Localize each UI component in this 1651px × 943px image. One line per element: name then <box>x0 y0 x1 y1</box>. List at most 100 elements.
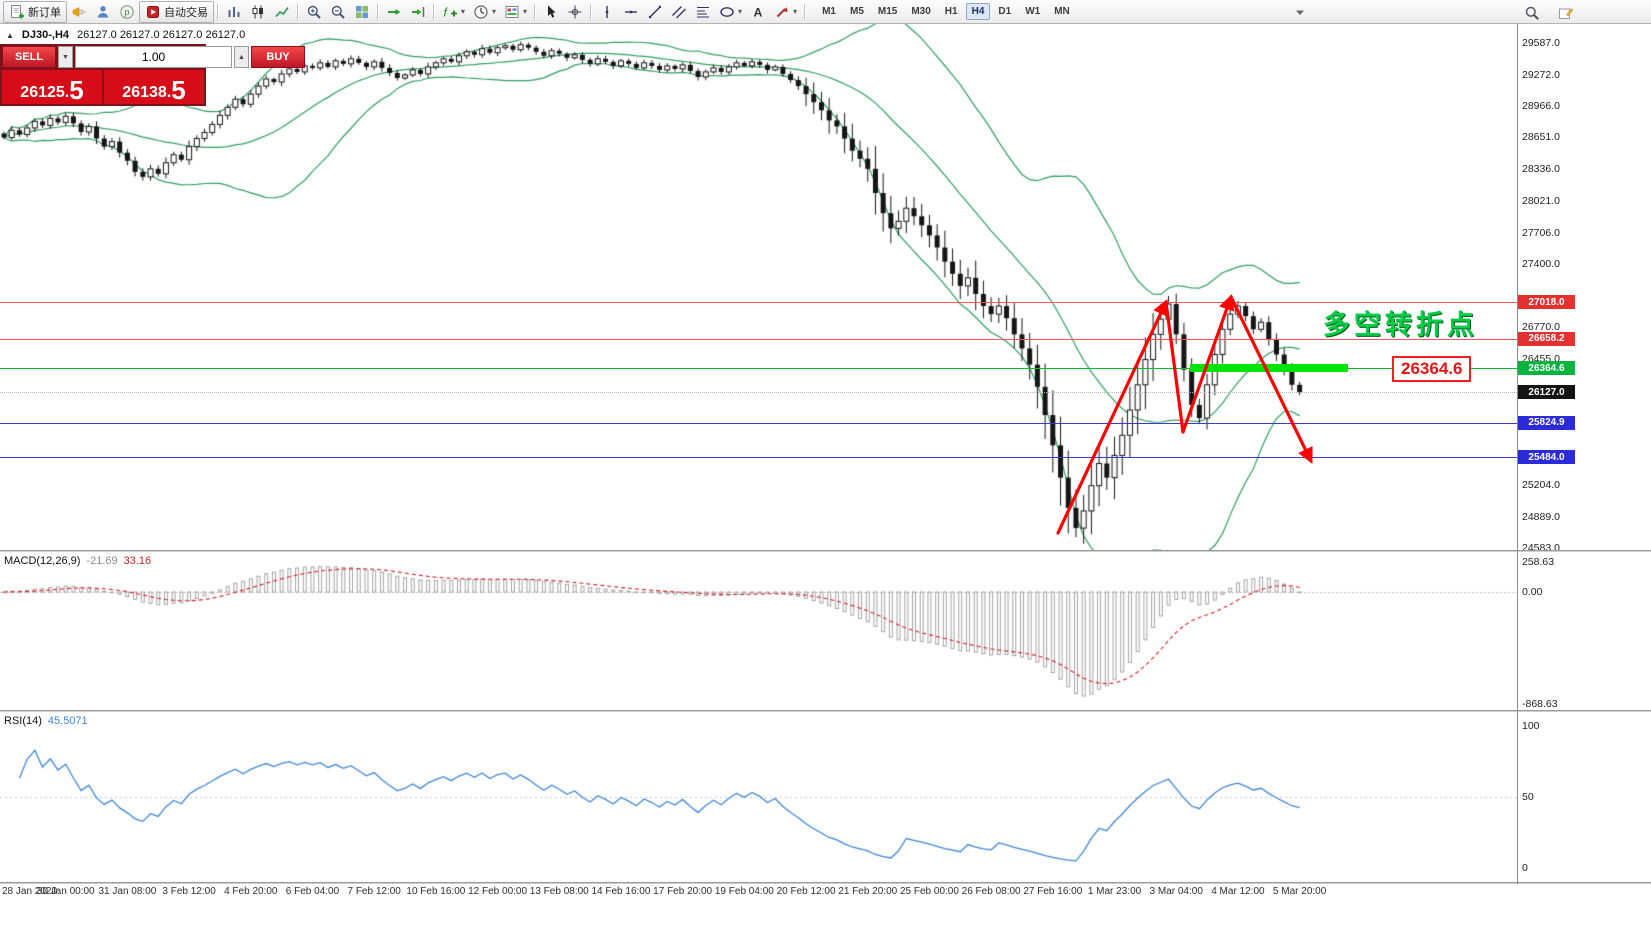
fibonacci-button[interactable] <box>691 1 715 23</box>
autotrading-button[interactable]: 自动交易 <box>139 0 214 23</box>
timeframe-m5[interactable]: M5 <box>849 6 864 17</box>
candlestick-chart-button[interactable] <box>246 1 270 23</box>
tile-windows-button[interactable] <box>350 1 374 23</box>
toolbar-separator <box>804 3 807 20</box>
time-tick: 1 Mar 23:00 <box>1087 886 1142 897</box>
price-tick: 28651.0 <box>1522 131 1560 144</box>
channel-button[interactable] <box>667 1 691 23</box>
timeframe-mn[interactable]: MN <box>1054 6 1070 17</box>
templates-button[interactable]: ▾ <box>500 1 531 23</box>
timeframe-m30[interactable]: M30 <box>911 6 931 17</box>
zoom-out-button[interactable] <box>326 1 350 23</box>
crosshair-button[interactable] <box>563 1 587 23</box>
hline-icon <box>623 4 639 20</box>
turning-point-note: 多空转折点 <box>1323 310 1478 340</box>
timeframe-toolbar: M1 M5 M15 M30 H1 H4 D1 W1 MN <box>815 3 1077 20</box>
community-icon[interactable] <box>91 1 115 23</box>
text-button[interactable]: A <box>746 1 770 23</box>
timeframe-m1[interactable]: M1 <box>822 6 836 17</box>
time-tick: 4 Feb 20:00 <box>224 886 278 897</box>
panel-separator[interactable] <box>0 550 1651 552</box>
panel-separator[interactable] <box>0 710 1651 712</box>
volume-input[interactable] <box>75 46 232 68</box>
toolbar-button-label: 自动交易 <box>164 6 208 19</box>
price-tick: 27706.0 <box>1522 226 1560 239</box>
arrows-tool-button[interactable]: ▾ <box>770 1 801 23</box>
search-button[interactable] <box>1520 2 1544 24</box>
price-tick: 28021.0 <box>1522 195 1560 207</box>
macd-tick: -868.63 <box>1522 698 1558 710</box>
vline-icon <box>599 4 615 20</box>
toolbar-overflow-button[interactable] <box>1292 4 1308 25</box>
toolbar-separator <box>534 3 537 20</box>
timeframe-m15[interactable]: M15 <box>877 6 898 17</box>
search-icon <box>1524 5 1540 21</box>
toolbar-separator <box>590 3 593 20</box>
main-chart-canvas[interactable] <box>0 24 1517 550</box>
periods-button[interactable]: ▾ <box>469 1 500 23</box>
bar-chart-icon <box>226 4 242 20</box>
clock-icon <box>473 4 489 20</box>
time-tick: 27 Feb 16:00 <box>1023 886 1083 897</box>
indicators-icon: f <box>442 4 458 20</box>
timeframe-h4[interactable]: H4 <box>965 3 991 20</box>
time-tick: 20 Feb 12:00 <box>776 886 836 897</box>
time-tick: 3 Feb 12:00 <box>162 886 216 897</box>
chart-shift-button[interactable] <box>406 1 430 23</box>
zoom-in-icon <box>306 4 322 20</box>
price-level-label: 25824.9 <box>1518 415 1575 430</box>
compose-button[interactable] <box>1554 2 1578 24</box>
time-tick: 14 Feb 16:00 <box>591 886 651 897</box>
price-level-line <box>0 457 1517 459</box>
indicators-button[interactable]: f ▾ <box>438 1 469 23</box>
tile-icon <box>354 4 370 20</box>
time-tick: 21 Feb 20:00 <box>838 886 898 897</box>
timeframe-d1[interactable]: D1 <box>998 6 1012 17</box>
arrow-tool-icon <box>774 4 790 20</box>
chevron-down-icon <box>1292 4 1308 20</box>
volume-decrease-button[interactable]: ▼ <box>58 46 73 68</box>
price-tick: 29272.0 <box>1522 68 1560 81</box>
symbol-marker-icon: ▲ <box>6 30 14 40</box>
price-level-label: 26364.6 <box>1518 361 1575 376</box>
time-tick: 19 Feb 04:00 <box>714 886 774 897</box>
line-chart-button[interactable] <box>270 1 294 23</box>
macd-canvas <box>0 552 1517 710</box>
price-tick: 28336.0 <box>1522 163 1560 176</box>
vertical-line-button[interactable] <box>595 1 619 23</box>
auto-scroll-button[interactable] <box>382 1 406 23</box>
price-tag-label: 26364.6 <box>1392 356 1472 382</box>
trendline-button[interactable] <box>643 1 667 23</box>
horizontal-line-button[interactable] <box>619 1 643 23</box>
toolbar-separator <box>217 3 219 20</box>
cursor-button[interactable] <box>539 1 563 23</box>
shapes-button[interactable]: ▾ <box>715 1 746 23</box>
dropdown-arrow-icon: ▾ <box>523 7 528 16</box>
bar-chart-button[interactable] <box>222 1 246 23</box>
sell-button[interactable]: SELL <box>2 46 56 68</box>
zoom-in-button[interactable] <box>302 1 326 23</box>
channel-icon <box>671 4 687 20</box>
order-prices-row: 26125. 5 26138. 5 <box>2 70 204 104</box>
alerts-icon[interactable] <box>67 1 91 23</box>
candlestick-icon <box>250 4 266 20</box>
time-tick: 4 Mar 12:00 <box>1211 886 1265 897</box>
publish-icon[interactable]: p <box>115 1 139 23</box>
buy-button[interactable]: BUY <box>251 46 305 68</box>
time-tick: 13 Feb 08:00 <box>529 886 589 897</box>
volume-increase-button[interactable]: ▲ <box>234 46 249 68</box>
chart-symbol-info: ▲ DJ30-,H4 26127.0 26127.0 26127.0 26127… <box>6 29 245 41</box>
toolbar: 新订单 p 自动交易 f ▾ ▾ ▾ ▾ A ▾ M1 M5 M15 M30 H1 H4 D1 W1 MN <box>0 0 1651 24</box>
timeframe-w1[interactable]: W1 <box>1025 6 1041 17</box>
crosshair-icon <box>567 4 583 20</box>
price-tick: 29587.0 <box>1522 36 1560 49</box>
price-level-line <box>0 392 1517 394</box>
toolbar-separator <box>297 3 299 20</box>
macd-tick: 258.63 <box>1522 556 1555 568</box>
dropdown-arrow-icon: ▾ <box>793 7 798 16</box>
price-tick: 24889.0 <box>1522 511 1560 524</box>
fibonacci-icon <box>695 4 711 20</box>
ohlc-values: 26127.0 26127.0 26127.0 26127.0 <box>77 29 246 41</box>
timeframe-h1[interactable]: H1 <box>944 6 958 17</box>
new-order-button[interactable]: 新订单 <box>3 0 67 23</box>
